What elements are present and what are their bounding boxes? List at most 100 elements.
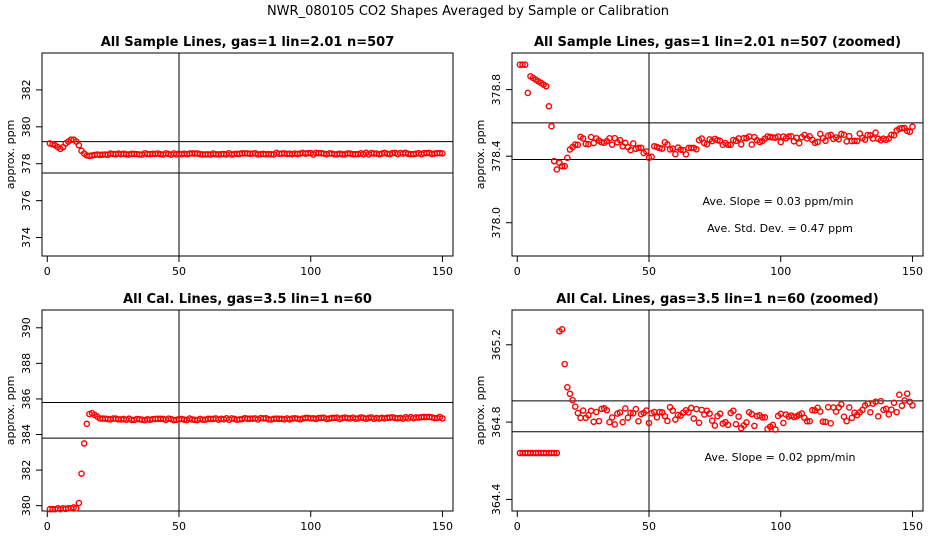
data-point (603, 406, 611, 414)
data-point (558, 162, 566, 170)
panel-title: All Cal. Lines, gas=3.5 lin=1 n=60 (123, 292, 372, 307)
data-point (780, 419, 787, 427)
data-point (564, 384, 571, 391)
data-point (571, 141, 579, 148)
y-tick-label: 386 (20, 388, 33, 409)
data-point (848, 414, 856, 422)
x-tick-label: 150 (432, 520, 453, 533)
y-tick-label: 374 (20, 227, 33, 248)
y-tick-label: 390 (20, 317, 33, 338)
y-tick-label: 382 (20, 79, 33, 100)
y-tick-label: 380 (20, 116, 33, 137)
data-point (439, 150, 446, 157)
data-point (606, 418, 613, 426)
plot-frame (41, 52, 454, 257)
y-tick-label: 388 (20, 353, 33, 374)
data-point (822, 137, 829, 145)
data-point (553, 449, 561, 457)
data-point (772, 426, 779, 433)
data-point (664, 417, 671, 425)
chart-panel-3: All Cal. Lines, gas=3.5 lin=1 n=60 0 50 100… (4, 292, 454, 533)
y-axis-label: approx. ppm (4, 120, 17, 190)
data-point (845, 404, 853, 411)
data-point (521, 61, 529, 68)
data-point (78, 470, 85, 477)
data-point (664, 141, 671, 148)
data-point (806, 417, 814, 425)
data-point (895, 391, 903, 399)
data-point (637, 144, 645, 152)
panel-title: All Sample Lines, gas=1 lin=2.01 n=507 (… (534, 35, 901, 50)
y-tick-label: 382 (20, 460, 33, 481)
y-tick-label: 364.4 (490, 484, 503, 515)
data-point (75, 499, 83, 507)
x-tick-label: 50 (172, 265, 186, 278)
data-point (711, 422, 719, 429)
data-point (909, 402, 916, 409)
data-point (658, 145, 666, 152)
plot-frame (41, 309, 454, 512)
y-tick-label: 378 (20, 153, 33, 174)
data-point (553, 166, 561, 173)
y-tick-label: 364.8 (490, 406, 503, 438)
data-point (672, 150, 679, 158)
data-point (656, 144, 663, 152)
data-point (698, 135, 705, 142)
data-point (724, 421, 732, 429)
data-point (748, 410, 756, 418)
data-point (677, 146, 684, 153)
data-point (693, 145, 700, 153)
data-point (635, 144, 642, 152)
y-axis-label: approx. ppm (474, 120, 487, 190)
y-tick-label: 378.4 (490, 140, 503, 172)
x-tick-label: 100 (770, 520, 791, 533)
data-point (619, 418, 626, 426)
x-tick-label: 0 (514, 265, 521, 278)
data-point (737, 141, 745, 148)
data-point (838, 401, 845, 408)
data-point (80, 440, 88, 447)
data-point (695, 419, 703, 427)
data-point (843, 138, 850, 145)
data-point (827, 420, 835, 427)
data-point (795, 139, 803, 147)
data-point (835, 135, 842, 143)
chart-panel-2: All Sample Lines, gas=1 lin=2.01 n=507 (… (474, 35, 924, 278)
x-tick-label: 100 (300, 520, 321, 533)
x-tick-label: 100 (770, 265, 791, 278)
data-point (75, 141, 83, 149)
x-tick-label: 150 (432, 265, 453, 278)
data-point (888, 406, 895, 414)
data-point (851, 137, 858, 145)
x-tick-label: 0 (44, 520, 51, 533)
x-tick-label: 50 (642, 520, 656, 533)
data-point (550, 449, 558, 457)
plot-frame (511, 52, 924, 257)
data-point (861, 136, 869, 143)
y-tick-label: 380 (20, 495, 33, 516)
data-point (593, 408, 600, 416)
data-point (632, 405, 640, 413)
data-point (730, 407, 737, 415)
y-axis-label: approx. ppm (474, 376, 487, 446)
data-point (843, 417, 850, 425)
y-axis-label: approx. ppm (4, 376, 17, 446)
data-point (561, 162, 568, 170)
data-point (643, 148, 650, 155)
data-point (616, 409, 624, 416)
data-point (643, 407, 650, 414)
data-point (558, 326, 566, 333)
x-tick-label: 0 (44, 265, 51, 278)
data-point (566, 390, 574, 398)
data-point (819, 418, 827, 425)
data-point (672, 416, 679, 423)
x-tick-label: 150 (902, 265, 923, 278)
data-point (898, 402, 906, 410)
data-point (708, 417, 716, 424)
chart-panel-4: All Cal. Lines, gas=3.5 lin=1 n=60 (zoom… (474, 292, 924, 533)
data-point (83, 420, 91, 428)
y-tick-label: 365.2 (490, 329, 503, 361)
figure-title: NWR_080105 CO2 Shapes Averaged by Sample… (266, 4, 670, 19)
data-point (569, 396, 576, 404)
